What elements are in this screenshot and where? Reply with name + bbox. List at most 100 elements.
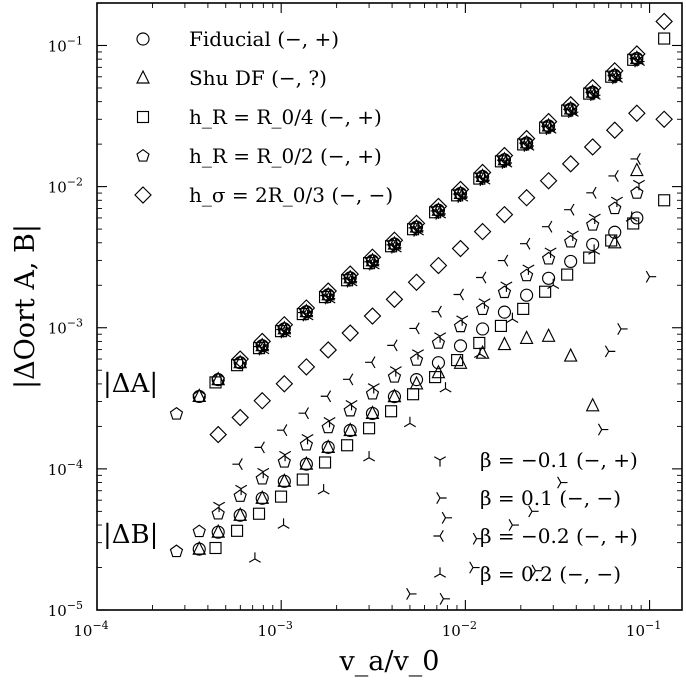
data-point-square	[658, 194, 671, 207]
data-point-pentagon	[299, 437, 314, 451]
data-point-tri-left	[320, 390, 332, 403]
data-point-tri-left	[585, 86, 596, 99]
data-point-pentagon	[192, 524, 206, 538]
data-point-square	[385, 405, 398, 418]
data-point-pentagon	[519, 268, 534, 282]
data-point-pentagon	[475, 302, 490, 316]
data-point-tri-up	[588, 89, 601, 100]
legend-label: h_σ = 2R_0/3 (−, −)	[189, 183, 393, 207]
legend-marker-circle	[136, 32, 150, 46]
data-point-triangle	[343, 422, 358, 437]
data-point-triangle	[497, 336, 512, 351]
data-point-square	[539, 285, 552, 298]
data-point-tri-up	[500, 157, 513, 168]
data-point-pentagon	[192, 389, 206, 403]
data-point-tri-up	[632, 55, 645, 66]
data-point-tri-down	[389, 366, 402, 377]
data-point-pentagon	[211, 372, 225, 386]
data-point-square	[494, 319, 508, 333]
data-point-tri-up	[389, 242, 402, 253]
data-point-triangle	[387, 388, 402, 403]
data-point-pentagon	[586, 217, 600, 231]
data-point-tri-up	[248, 552, 261, 563]
data-point-tri-up	[317, 484, 330, 495]
data-point-tri-down	[434, 332, 447, 343]
data-point-circle	[497, 305, 512, 319]
data-point-circle	[431, 356, 446, 370]
data-point-triangle	[365, 405, 380, 420]
data-point-circle	[542, 271, 556, 285]
legend-marker-tri-left	[433, 529, 444, 543]
data-point-tri-left	[365, 356, 376, 369]
data-point-tri-up	[434, 208, 447, 219]
legend-marker-pentagon	[136, 148, 150, 162]
data-point-tri-left	[298, 407, 309, 420]
series-pentagon-b	[169, 186, 644, 558]
data-point-tri-left	[564, 203, 575, 216]
data-point-square	[362, 422, 376, 435]
data-point-tri-right	[617, 322, 628, 335]
data-point-tri-left	[608, 169, 619, 182]
data-point-pentagon	[564, 234, 578, 248]
data-point-tri-right	[439, 592, 451, 605]
data-point-diamond	[451, 239, 470, 258]
data-point-circle	[586, 237, 600, 252]
data-point-pentagon	[608, 201, 622, 215]
data-point-square	[318, 456, 332, 469]
legend-label: β = 0.1 (−, −)	[480, 486, 621, 510]
data-point-circle	[608, 225, 622, 239]
data-point-square	[429, 371, 442, 384]
data-point-tri-left	[408, 221, 419, 234]
series-tri-down-b	[213, 179, 645, 513]
data-point-tri-down	[345, 400, 358, 411]
annotations: |ΔA| |ΔB|	[103, 369, 158, 550]
data-point-tri-right	[528, 505, 539, 518]
data-point-tri-up	[625, 211, 638, 222]
data-point-square	[658, 32, 671, 45]
x-axis-label: v_a/v_0	[339, 646, 440, 677]
legend-label: h_R = R_0/4 (−, +)	[189, 105, 382, 129]
data-point-square	[561, 268, 574, 281]
data-point-square	[252, 507, 266, 520]
data-point-pentagon	[169, 406, 184, 420]
data-point-triangle	[255, 489, 270, 504]
data-point-pentagon	[365, 386, 380, 400]
data-point-tri-up	[257, 343, 270, 355]
legend-label: Fiducial (−, +)	[189, 27, 339, 51]
data-point-tri-right	[406, 587, 417, 600]
data-point-tri-right	[469, 561, 480, 574]
data-point-tri-left	[232, 458, 243, 471]
data-point-pentagon	[453, 319, 468, 333]
data-point-square	[605, 234, 618, 247]
legend-label: β = 0.2 (−, −)	[480, 562, 621, 586]
data-point-diamond	[385, 290, 404, 309]
data-point-pentagon	[321, 420, 335, 434]
data-point-diamond	[231, 350, 250, 368]
data-point-tri-right	[557, 476, 568, 489]
data-point-circle	[476, 322, 490, 336]
data-point-tri-up	[522, 140, 535, 151]
data-point-tri-up	[301, 309, 314, 321]
data-point-tri-down	[411, 349, 424, 360]
series-tri-left-a	[253, 52, 640, 353]
data-point-tri-left	[253, 340, 265, 353]
data-point-tri-left	[452, 188, 464, 201]
data-point-tri-up	[544, 123, 557, 134]
data-point-tri-right	[441, 511, 453, 524]
data-point-tri-right	[597, 423, 609, 436]
data-point-diamond	[473, 222, 492, 241]
data-point-triangle	[299, 455, 314, 470]
data-point-tri-up	[456, 191, 469, 202]
data-point-tri-down	[301, 434, 314, 445]
legend-label: β = −0.1 (−, +)	[480, 448, 638, 472]
series-square-b	[209, 194, 671, 555]
data-point-pentagon	[255, 471, 269, 485]
data-point-tri-left	[520, 237, 531, 250]
data-point-tri-down	[544, 247, 557, 258]
data-point-tri-up	[367, 259, 380, 270]
data-point-tri-right	[604, 345, 616, 358]
data-point-tri-up	[506, 312, 519, 323]
data-point-tri-up	[473, 347, 486, 358]
data-point-triangle	[519, 330, 534, 345]
series-tri-up-b	[248, 211, 638, 563]
